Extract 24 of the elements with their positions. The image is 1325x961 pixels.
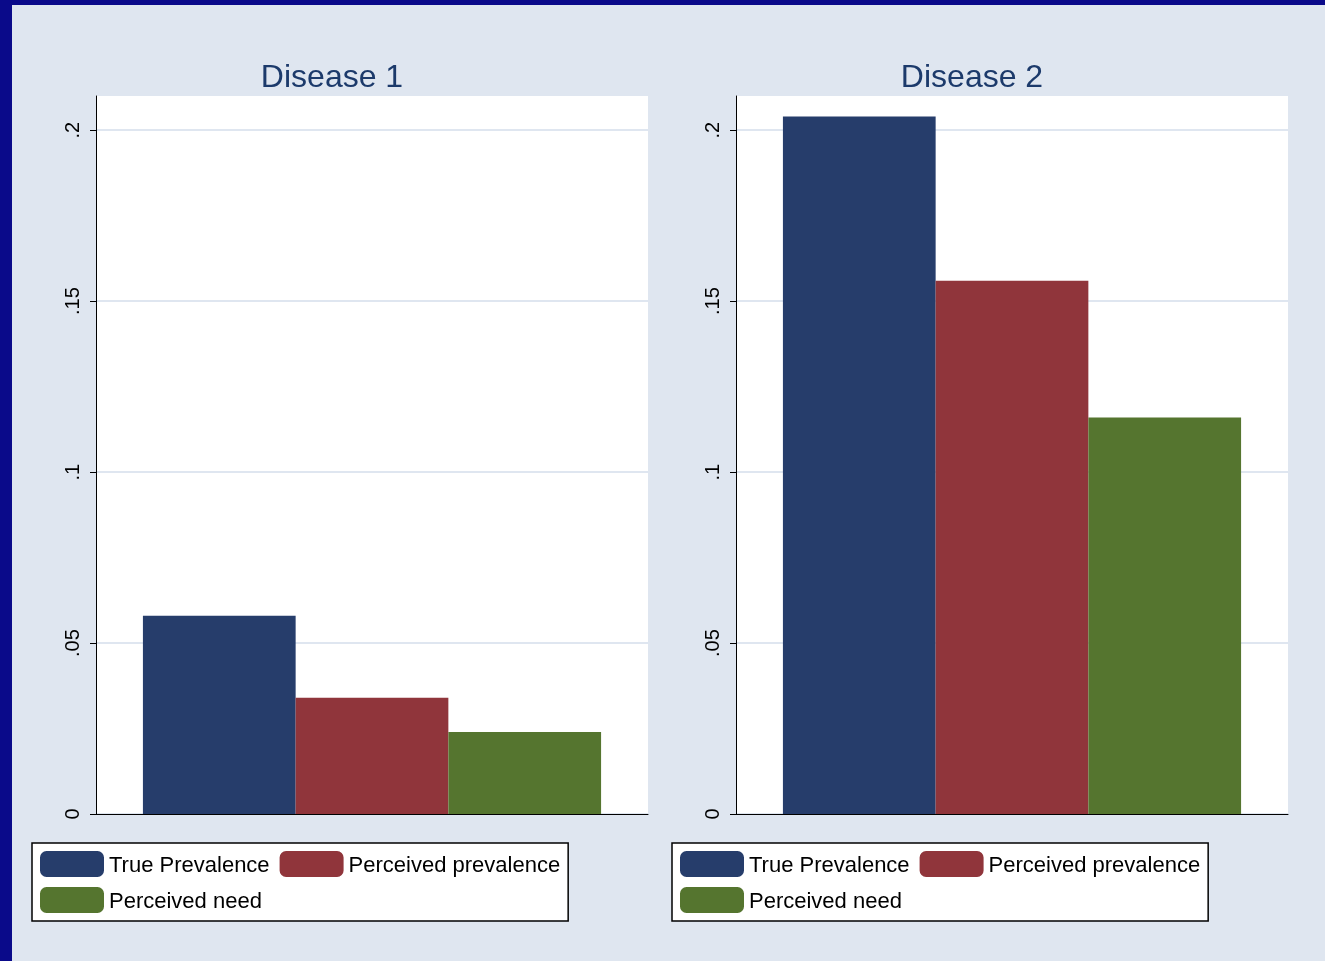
- chart-title: Disease 1: [260, 58, 404, 94]
- bar: [295, 697, 449, 814]
- legend-label: Perceived need: [109, 887, 262, 913]
- legend-label: Perceived prevalence: [988, 851, 1201, 877]
- y-tick-label: .1: [701, 463, 723, 481]
- y-tick-label: 0: [61, 808, 83, 820]
- legend-label: True Prevalence: [109, 851, 270, 877]
- bar: [142, 615, 296, 814]
- y-tick-label: .05: [701, 629, 723, 657]
- bar: [782, 116, 936, 814]
- chart-title: Disease 2: [900, 58, 1044, 94]
- y-tick-label: 0: [701, 808, 723, 820]
- y-tick-label: .2: [701, 121, 723, 139]
- legend-label: True Prevalence: [749, 851, 910, 877]
- y-tick-label: .05: [61, 629, 83, 657]
- y-tick-label: .15: [61, 287, 83, 316]
- legend-label: Perceived need: [749, 887, 902, 913]
- legend-label: Perceived prevalence: [348, 851, 561, 877]
- y-tick-label: .2: [61, 121, 83, 139]
- bar: [448, 731, 602, 814]
- bar: [935, 280, 1089, 814]
- y-tick-label: .1: [61, 463, 83, 481]
- y-tick-label: .15: [701, 287, 723, 316]
- bar: [1088, 417, 1242, 814]
